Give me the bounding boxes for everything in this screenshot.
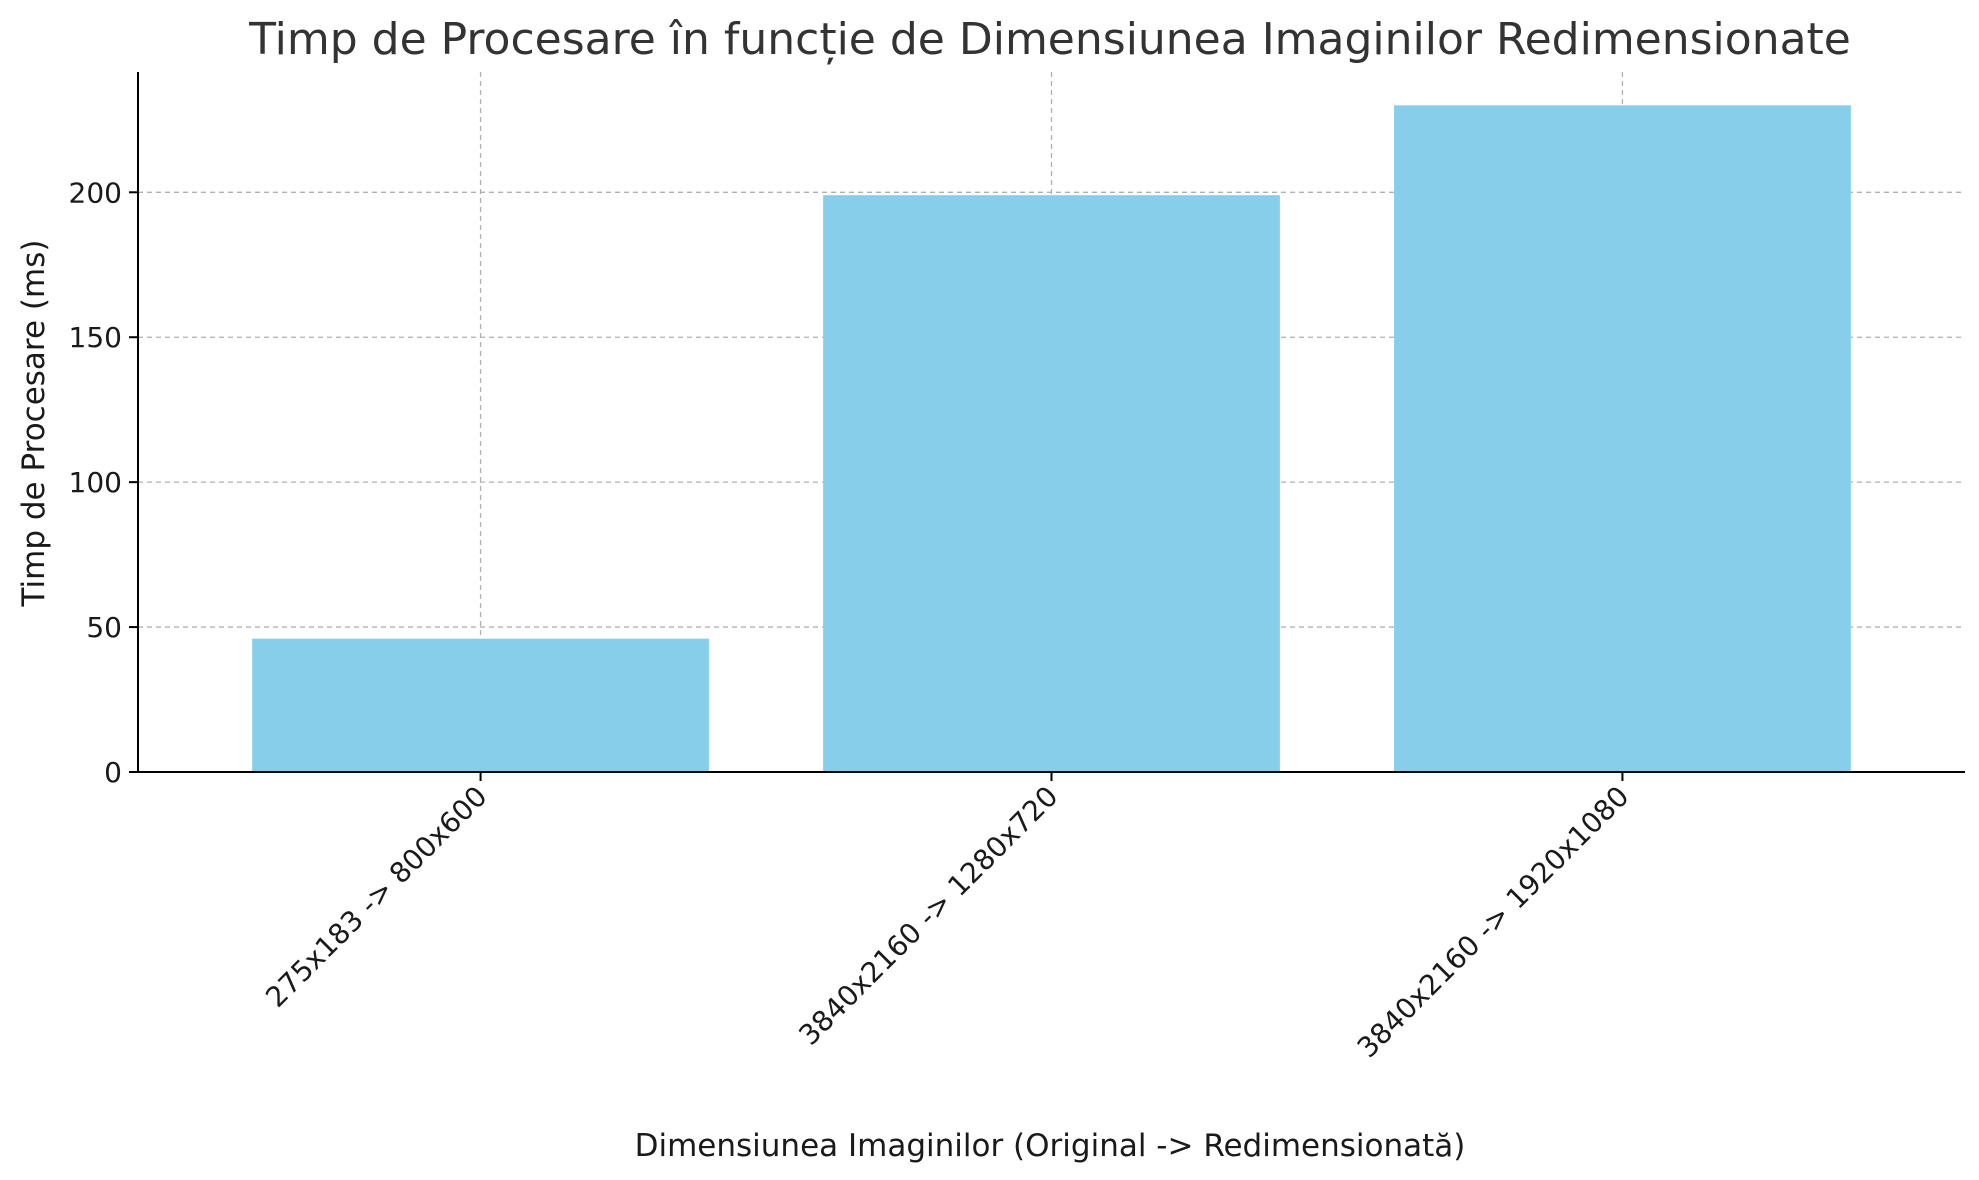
y-axis-title: Timp de Procesare (ms) (16, 240, 52, 608)
x-tick-label-2: 3840x2160 -> 1920x1080 (1351, 780, 1636, 1065)
x-tick-label-1: 3840x2160 -> 1280x720 (792, 780, 1064, 1052)
bar-2 (1394, 105, 1851, 773)
x-tick-label-0: 275x183 -> 800x600 (259, 780, 493, 1014)
bar-1 (823, 195, 1280, 772)
bars (252, 105, 1851, 773)
x-axis-title: Dimensiunea Imaginilor (Original -> Redi… (635, 1128, 1466, 1164)
y-tick-label-4: 200 (69, 176, 122, 209)
bar-0 (252, 638, 709, 772)
y-tick-label-2: 100 (69, 466, 122, 499)
y-tick-label-0: 0 (104, 756, 122, 789)
chart-title: Timp de Procesare în funcție de Dimensiu… (248, 14, 1851, 65)
y-tick-label-1: 50 (86, 611, 122, 644)
y-tick-label-3: 150 (69, 321, 122, 354)
